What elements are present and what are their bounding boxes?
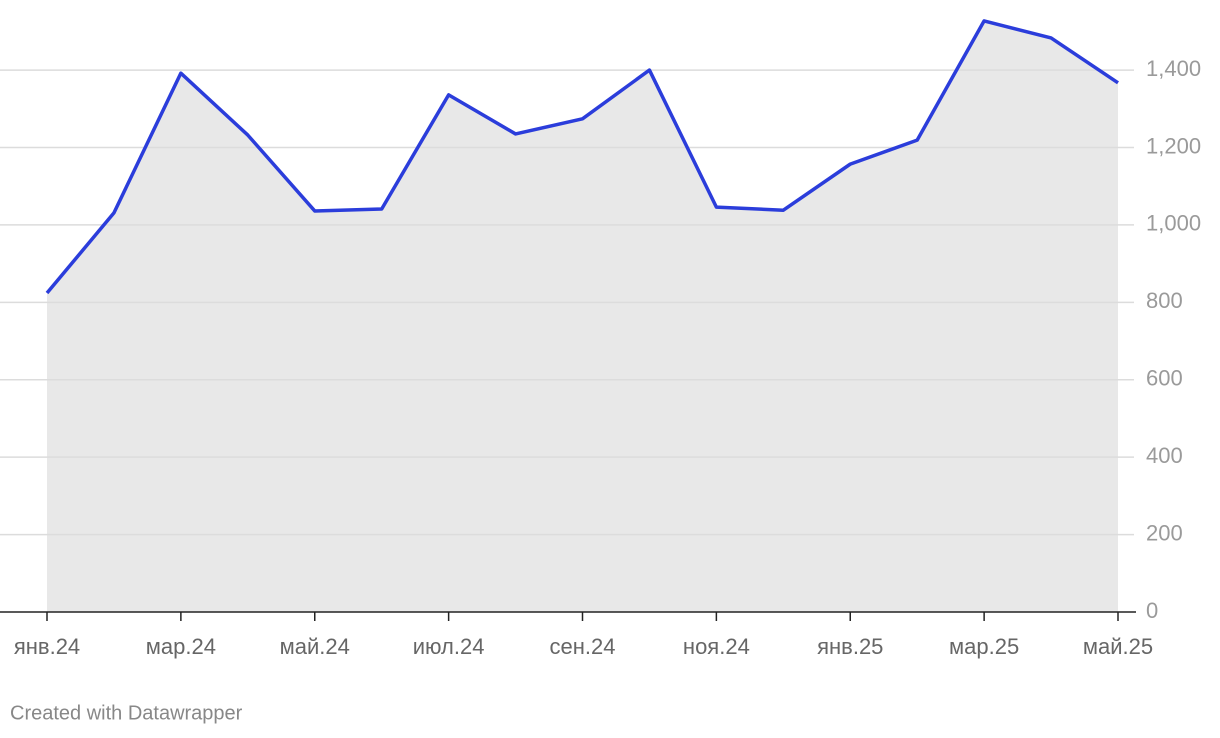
x-tick-label: янв.24 [14, 634, 80, 659]
y-tick-label: 800 [1146, 288, 1183, 313]
x-tick-label: янв.25 [817, 634, 883, 659]
x-tick-label: июл.24 [413, 634, 485, 659]
x-tick-label: май.25 [1083, 634, 1153, 659]
credit: Created with Datawrapper [10, 702, 243, 724]
y-tick-label: 1,200 [1146, 133, 1201, 158]
x-tick-label: мар.24 [146, 634, 216, 659]
x-tick-label: мар.25 [949, 634, 1019, 659]
area [47, 20, 1118, 613]
x-tick-label: ноя.24 [683, 634, 750, 659]
y-tick-label: 400 [1146, 443, 1183, 468]
y-tick-label: 200 [1146, 520, 1183, 545]
x-tick-label: май.24 [280, 634, 350, 659]
y-tick-label: 1,000 [1146, 211, 1201, 236]
y-tick-label: 600 [1146, 366, 1183, 391]
y-tick-label: 1,400 [1146, 56, 1201, 81]
line [45, 19, 1119, 295]
x-tick-label: сен.24 [550, 634, 616, 659]
y-tick-label: 0 [1146, 598, 1158, 623]
